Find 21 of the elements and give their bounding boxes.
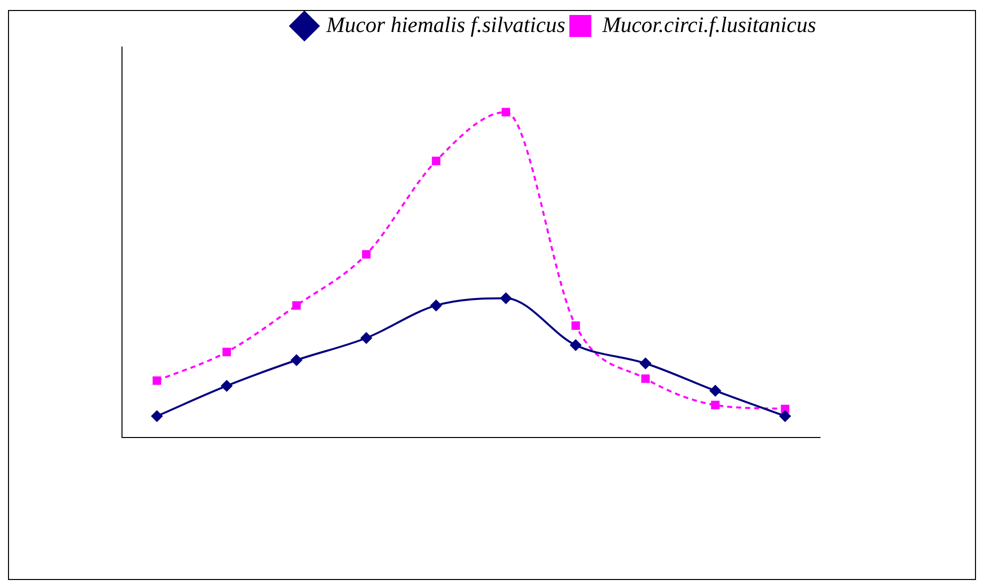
legend-label: Mucor.circi.f.lusitanicus bbox=[601, 12, 816, 37]
point bbox=[500, 292, 512, 304]
point bbox=[220, 380, 233, 392]
point bbox=[362, 250, 371, 259]
point bbox=[430, 299, 442, 312]
point bbox=[152, 376, 162, 385]
point bbox=[150, 410, 163, 422]
point bbox=[222, 348, 231, 356]
point bbox=[640, 357, 652, 370]
point bbox=[641, 374, 650, 383]
point bbox=[711, 400, 720, 410]
point bbox=[779, 410, 792, 422]
legend-label: Mucor hiemalis f.silvaticus bbox=[325, 12, 566, 37]
point bbox=[571, 321, 580, 330]
point bbox=[292, 301, 301, 310]
point bbox=[290, 354, 302, 366]
point bbox=[502, 108, 510, 116]
point bbox=[709, 384, 722, 397]
point bbox=[570, 339, 582, 352]
point bbox=[360, 332, 372, 344]
point bbox=[432, 156, 440, 166]
